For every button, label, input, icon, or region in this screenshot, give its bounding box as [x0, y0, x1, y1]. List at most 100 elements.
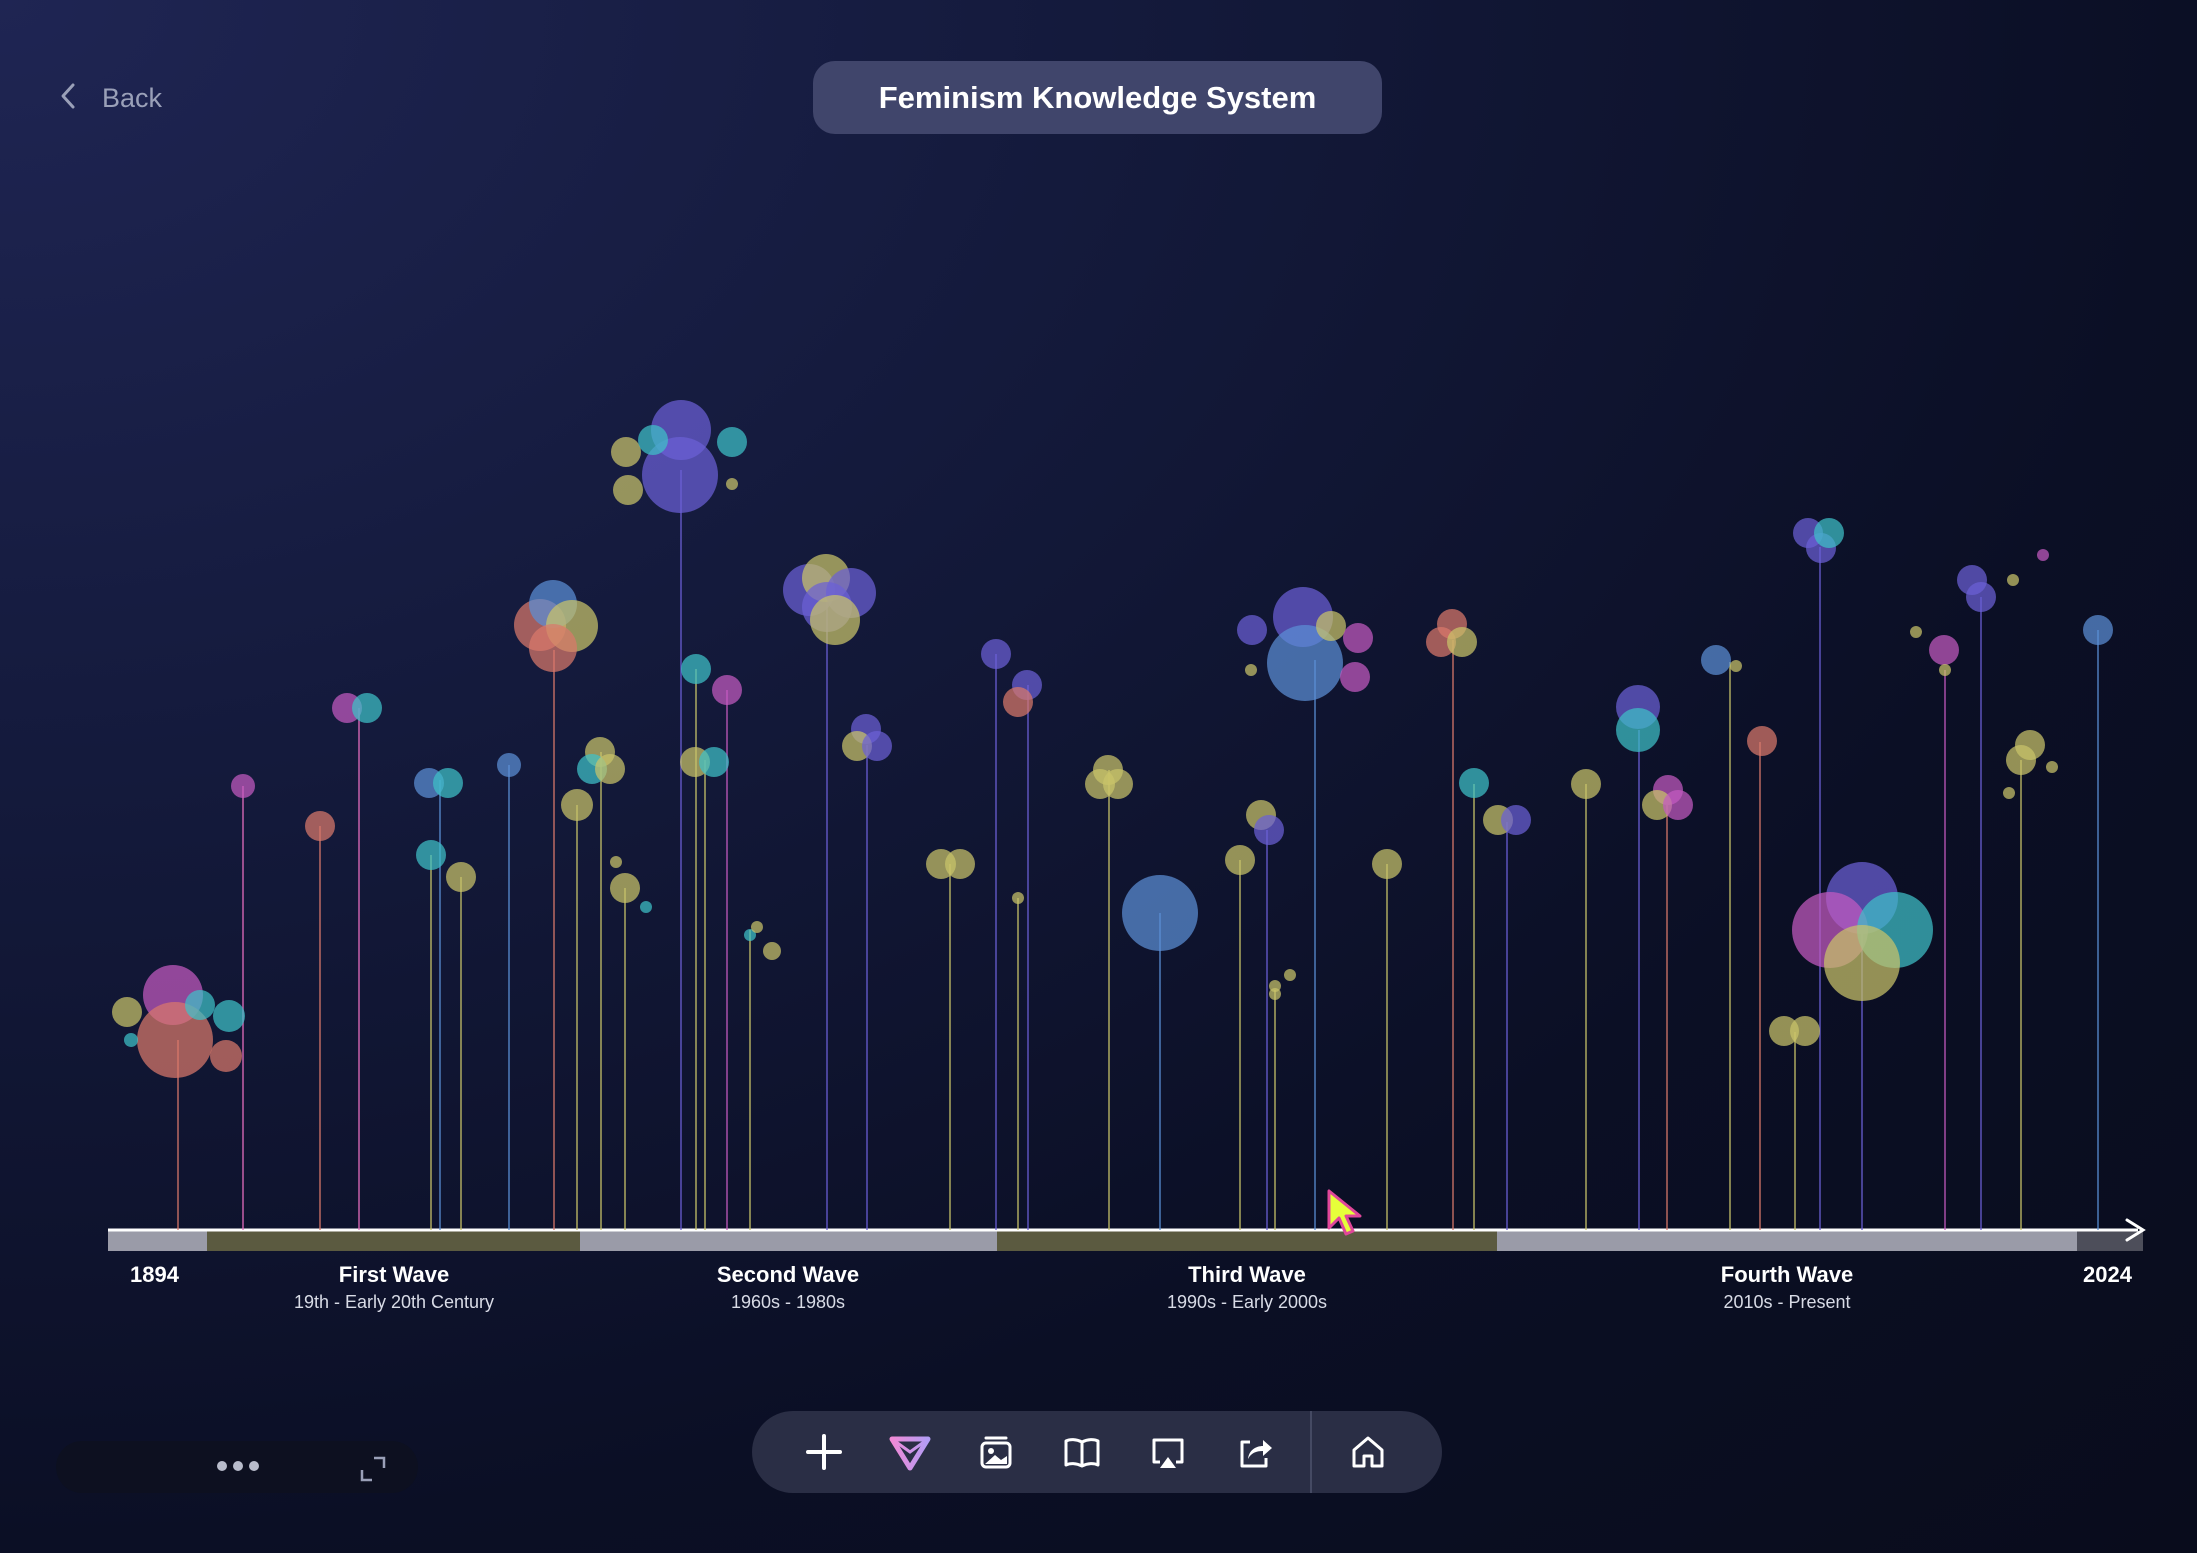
- timeline-bubble: [1237, 615, 1267, 645]
- timeline-bubble: [763, 942, 781, 960]
- timeline-bubble: [185, 990, 215, 1020]
- back-button[interactable]: Back: [60, 78, 162, 118]
- toolbar-divider: [1310, 1411, 1312, 1493]
- timeline-bubble: [1269, 988, 1281, 1000]
- timeline-arrow-icon: [2125, 1218, 2146, 1242]
- timeline-bubble: [712, 675, 742, 705]
- timeline-bubble: [1939, 664, 1951, 676]
- wave-name: First Wave: [338, 1262, 450, 1287]
- timeline-bubble: [231, 774, 255, 798]
- wave-period: 1960s - 1980s: [730, 1292, 846, 1312]
- timeline-bubble: [1003, 687, 1033, 717]
- wave-name: Second Wave: [716, 1262, 860, 1287]
- timeline-bubble: [1814, 518, 1844, 548]
- timeline-bubble: [681, 654, 711, 684]
- timeline-bubble: [1267, 625, 1343, 701]
- wave-period: 2010s - Present: [1723, 1292, 1851, 1312]
- timeline-bubble: [744, 929, 756, 941]
- timeline-bubble: [1245, 664, 1257, 676]
- timeline-bubble: [638, 425, 668, 455]
- timeline-bubble: [1447, 627, 1477, 657]
- timeline-segment: [108, 1231, 207, 1251]
- wave-name: Fourth Wave: [1720, 1262, 1854, 1287]
- timeline-bubble: [642, 437, 718, 513]
- start-year-label: 1894: [130, 1262, 179, 1287]
- timeline-bubble: [2046, 761, 2058, 773]
- timeline-bubble: [529, 624, 577, 672]
- timeline-bubble: [1616, 708, 1660, 752]
- wave-label-first: First Wave 19th - Early 20th Century: [294, 1262, 494, 1313]
- timeline-bubble: [1459, 768, 1489, 798]
- timeline-segment: [580, 1231, 997, 1251]
- wave-name: Third Wave: [1188, 1262, 1306, 1287]
- wave-period: 1990s - Early 2000s: [1166, 1292, 1328, 1312]
- timeline-bubble: [611, 437, 641, 467]
- timeline-bubble: [595, 754, 625, 784]
- book-icon[interactable]: [1058, 1428, 1106, 1476]
- timeline-bubble: [1316, 611, 1346, 641]
- timeline-bubble: [1284, 969, 1296, 981]
- timeline-bubble: [1225, 845, 1255, 875]
- bottom-toolbar: [752, 1411, 1442, 1493]
- timeline-bubble: [1372, 849, 1402, 879]
- timeline-bubble: [1824, 925, 1900, 1001]
- timeline-bubble: [1910, 626, 1922, 638]
- timeline-bubble: [1122, 875, 1198, 951]
- timeline-bubble: [2037, 549, 2049, 561]
- timeline-bubble: [561, 789, 593, 821]
- gallery-icon[interactable]: [972, 1428, 1020, 1476]
- timeline-bubble: [305, 811, 335, 841]
- timeline-bubble: [1769, 1016, 1799, 1046]
- timeline-bubble: [1426, 627, 1456, 657]
- timeline-bubble: [613, 475, 643, 505]
- timeline-bubble: [810, 595, 860, 645]
- timeline-bubble: [945, 849, 975, 879]
- timeline-bubble: [433, 768, 463, 798]
- timeline-bubble: [137, 1002, 213, 1078]
- mouse-cursor-icon: [1326, 1188, 1366, 1243]
- timeline-bubble: [1663, 790, 1693, 820]
- timeline-bubble: [751, 921, 763, 933]
- timeline-bubble: [2003, 787, 2015, 799]
- timeline-bubble: [717, 427, 747, 457]
- timeline-bubble: [981, 639, 1011, 669]
- timeline-bubble: [1012, 892, 1024, 904]
- timeline-bubble: [352, 693, 382, 723]
- timeline-bubble: [1790, 1016, 1820, 1046]
- chevron-left-icon: [60, 82, 76, 115]
- airplay-icon[interactable]: [1144, 1428, 1192, 1476]
- mini-bar: [56, 1441, 418, 1493]
- timeline-bubble: [1929, 635, 1959, 665]
- wave-label-fourth: Fourth Wave 2010s - Present: [1721, 1262, 1853, 1313]
- plus-icon[interactable]: [800, 1428, 848, 1476]
- wave-label-second: Second Wave 1960s - 1980s: [717, 1262, 859, 1313]
- timeline-bubble: [1571, 769, 1601, 799]
- timeline-bubble: [210, 1040, 242, 1072]
- timeline-bubble: [446, 862, 476, 892]
- timeline-bubble: [124, 1033, 138, 1047]
- back-label: Back: [102, 82, 163, 113]
- timeline-bubble: [640, 901, 652, 913]
- timeline-bubble: [2015, 730, 2045, 760]
- expand-icon[interactable]: [358, 1454, 388, 1484]
- timeline-segment: [2077, 1231, 2143, 1251]
- timeline-bubble: [862, 731, 892, 761]
- timeline-bubble: [1343, 623, 1373, 653]
- end-year-label: 2024: [2083, 1262, 2132, 1287]
- timeline-bubble: [1747, 726, 1777, 756]
- timeline-bubble: [112, 997, 142, 1027]
- logo-icon[interactable]: [886, 1428, 934, 1476]
- timeline-bubble: [1642, 790, 1672, 820]
- timeline-bubble: [699, 747, 729, 777]
- home-icon[interactable]: [1344, 1428, 1392, 1476]
- wave-label-third: Third Wave 1990s - Early 2000s: [1167, 1262, 1327, 1313]
- timeline-bubble: [1730, 660, 1742, 672]
- share-icon[interactable]: [1230, 1428, 1278, 1476]
- wave-period: 19th - Early 20th Century: [293, 1292, 495, 1312]
- timeline-segment: [1497, 1231, 2077, 1251]
- page-title: Feminism Knowledge System: [813, 61, 1382, 134]
- timeline-bubble: [1701, 645, 1731, 675]
- timeline-bubble: [1966, 582, 1996, 612]
- more-icon[interactable]: [211, 1455, 265, 1477]
